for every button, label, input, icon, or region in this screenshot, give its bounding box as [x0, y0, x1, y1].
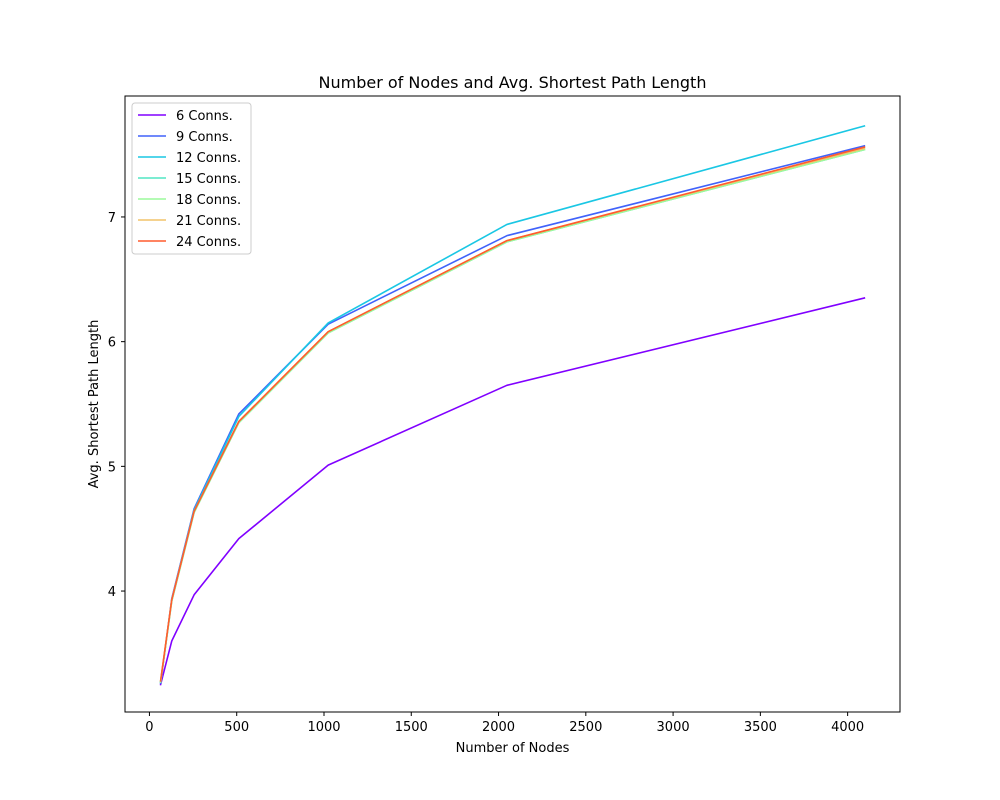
x-tick-label: 3500	[744, 720, 777, 735]
series-line-1	[159, 297, 866, 686]
series-line-7	[159, 146, 866, 682]
plot-area-frame	[124, 95, 901, 713]
legend-label-1: 6 Conns.	[176, 109, 233, 124]
chart-title: Number of Nodes and Avg. Shortest Path L…	[319, 73, 707, 92]
legend-label-3: 12 Conns.	[176, 151, 241, 166]
x-tick-label: 500	[224, 720, 249, 735]
legend-label-7: 24 Conns.	[176, 235, 241, 250]
y-tick-label: 5	[108, 460, 116, 475]
y-tick-label: 6	[108, 336, 116, 351]
legend-label-5: 18 Conns.	[176, 193, 241, 208]
x-axis: 0 500 1000 1500 2000 2500 3000 3500 4000	[145, 712, 864, 735]
legend-label-6: 21 Conns.	[176, 214, 241, 229]
x-tick-label: 0	[145, 720, 153, 735]
x-tick-label: 2500	[569, 720, 602, 735]
y-axis: 4 5 6 7	[108, 211, 125, 600]
x-tick-label: 4000	[831, 720, 864, 735]
legend-box	[131, 102, 252, 255]
legend-label-4: 15 Conns.	[176, 172, 241, 187]
series-layer	[159, 124, 866, 686]
x-tick-label: 1500	[395, 720, 428, 735]
x-axis-label: Number of Nodes	[456, 741, 570, 756]
x-tick-label: 2000	[482, 720, 515, 735]
legend: 6 Conns. 9 Conns. 12 Conns. 15 Conns. 18 Con…	[131, 102, 252, 255]
legend-label-2: 9 Conns.	[176, 130, 233, 145]
x-tick-label: 1000	[307, 720, 340, 735]
y-tick-label: 4	[108, 585, 116, 600]
y-tick-label: 7	[108, 211, 116, 226]
y-axis-label: Avg. Shortest Path Length	[87, 320, 102, 489]
x-tick-label: 3000	[657, 720, 690, 735]
